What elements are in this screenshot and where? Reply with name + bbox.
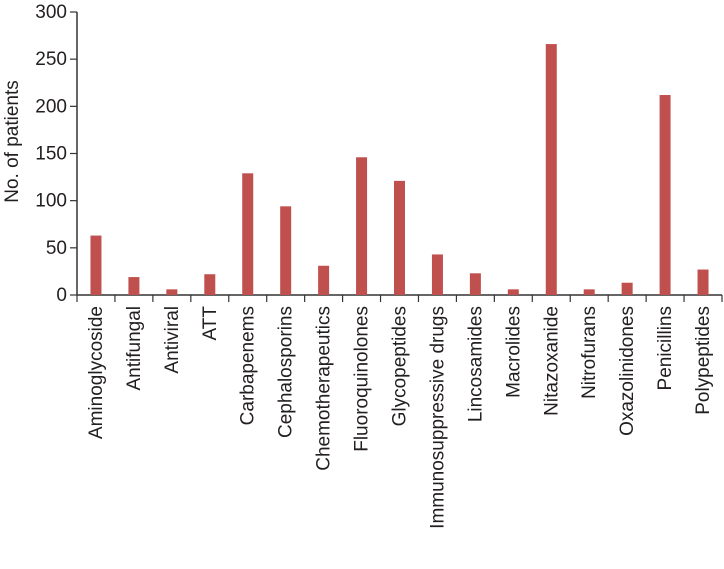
bar-nitrofurans (583, 289, 595, 295)
bar-carbapenems (242, 173, 254, 295)
bar-oxazolinidones (621, 282, 633, 295)
x-tick-label: Antiviral (162, 306, 183, 374)
x-axis: Aminoglycoside Antifungal Antiviral ATT Carb… (76, 294, 723, 529)
x-tick-label: Nitazoxanide (541, 306, 562, 416)
y-tick-label: 300 (35, 2, 67, 23)
bar-aminoglycoside (90, 235, 102, 295)
bars (90, 44, 709, 295)
bar-antiviral (166, 289, 178, 295)
y-tick-label: 0 (56, 285, 67, 306)
x-tick-label: Glycopeptides (390, 306, 411, 426)
y-tick-label: 50 (46, 238, 67, 259)
x-tick-label: Lincosamides (465, 306, 486, 422)
bar-att (204, 274, 216, 295)
x-tick-label: ATT (200, 306, 221, 341)
y-tick-label: 100 (35, 191, 67, 212)
y-axis-label: No. of patients (2, 80, 23, 203)
y-tick-label: 250 (35, 49, 67, 70)
y-tick-label: 200 (35, 96, 67, 117)
bar-cephalosporins (280, 206, 292, 295)
x-tick-label: Oxazolinidones (617, 306, 638, 436)
x-tick-label: Carbapenems (238, 306, 259, 425)
x-tick-label: Cephalosporins (276, 306, 297, 438)
bar-glycopeptides (394, 180, 405, 295)
x-tick-label: Immunosuppressive drugs (427, 306, 448, 529)
bar-penicillins (659, 95, 671, 295)
bar-immunosuppressive-drugs (431, 254, 443, 295)
bar-macrolides (507, 289, 519, 295)
bar-fluoroquinolones (356, 157, 368, 295)
x-tick-label: Polypeptides (693, 306, 714, 415)
y-axis: 0 50 100 150 200 250 300 (35, 2, 78, 306)
bar-antifungal (128, 277, 140, 295)
x-tick-label: Nitrofurans (579, 306, 600, 399)
x-tick-label: Penicillins (655, 306, 676, 390)
x-tick-label: Macrolides (503, 306, 524, 398)
bar-lincosamides (469, 273, 481, 295)
y-tick-label: 150 (35, 144, 67, 165)
x-tick-label: Aminoglycoside (86, 306, 107, 439)
x-tick-label: Antifungal (124, 306, 145, 391)
x-tick-label: Chemotherapeutics (314, 306, 335, 471)
bar-polypeptides (697, 269, 709, 295)
x-tick-label: Fluoroquinolones (352, 306, 373, 452)
bar-nitazoxanide (545, 44, 557, 295)
bar-chemotherapeutics (318, 265, 330, 295)
